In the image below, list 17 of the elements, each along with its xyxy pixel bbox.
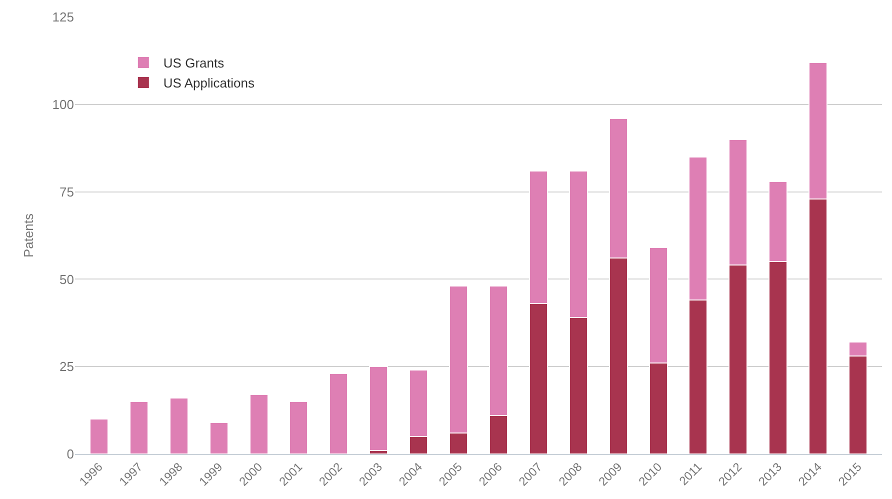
y-tick-label: 125	[52, 10, 74, 25]
bar	[129, 401, 148, 454]
y-tick-label: 50	[60, 272, 74, 287]
bar	[369, 366, 388, 451]
bar	[329, 373, 348, 454]
legend-label: US Applications	[163, 76, 255, 91]
y-tick-label: 25	[60, 359, 74, 374]
y-axis-title: Patents	[21, 212, 36, 258]
bar	[249, 394, 268, 454]
y-tick-label: 75	[60, 184, 74, 200]
legend-label: US Grants	[163, 56, 225, 71]
bar	[89, 418, 108, 454]
bar	[209, 422, 228, 454]
y-tick-label: 0	[66, 446, 74, 462]
bar	[169, 398, 188, 454]
y-tick-label: 100	[52, 96, 74, 112]
bar	[289, 401, 308, 454]
